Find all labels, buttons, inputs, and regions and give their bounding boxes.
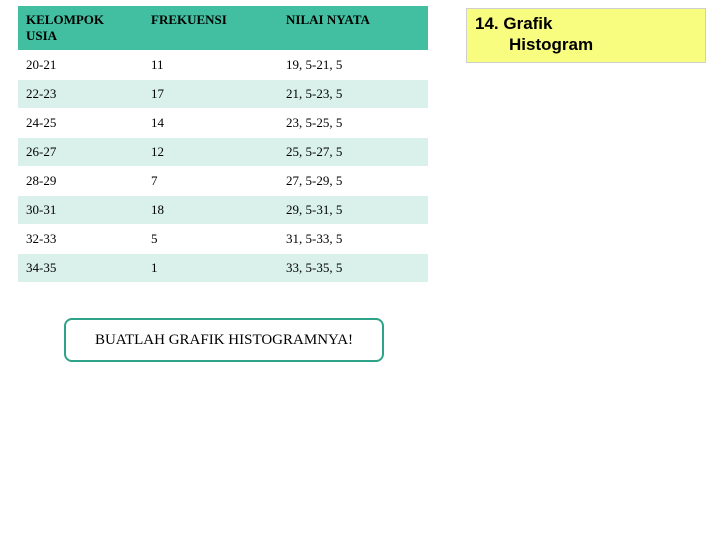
table-row: 24-251423, 5-25, 5 xyxy=(18,109,428,138)
col-header-nilai: NILAI NYATA xyxy=(278,6,428,51)
table-cell: 12 xyxy=(143,138,278,167)
table-cell: 5 xyxy=(143,225,278,254)
slide-title-line2: Histogram xyxy=(475,34,697,55)
table-cell: 17 xyxy=(143,80,278,109)
table-cell: 23, 5-25, 5 xyxy=(278,109,428,138)
table-cell: 22-23 xyxy=(18,80,143,109)
col-header-usia: KELOMPOK USIA xyxy=(18,6,143,51)
table-row: 32-33531, 5-33, 5 xyxy=(18,225,428,254)
table-cell: 11 xyxy=(143,51,278,80)
table-cell: 20-21 xyxy=(18,51,143,80)
table-row: 20-211119, 5-21, 5 xyxy=(18,51,428,80)
table-cell: 19, 5-21, 5 xyxy=(278,51,428,80)
table-cell: 27, 5-29, 5 xyxy=(278,167,428,196)
table-cell: 1 xyxy=(143,254,278,283)
table-row: 22-231721, 5-23, 5 xyxy=(18,80,428,109)
instruction-text: BUATLAH GRAFIK HISTOGRAMNYA! xyxy=(95,332,353,349)
table-cell: 26-27 xyxy=(18,138,143,167)
table-cell: 30-31 xyxy=(18,196,143,225)
table-cell: 28-29 xyxy=(18,167,143,196)
table-cell: 31, 5-33, 5 xyxy=(278,225,428,254)
slide-title-line1: 14. Grafik xyxy=(475,13,697,34)
table-row: 30-311829, 5-31, 5 xyxy=(18,196,428,225)
table-row: 34-35133, 5-35, 5 xyxy=(18,254,428,283)
table-cell: 33, 5-35, 5 xyxy=(278,254,428,283)
col-header-frekuensi: FREKUENSI xyxy=(143,6,278,51)
table-cell: 24-25 xyxy=(18,109,143,138)
table-row: 28-29727, 5-29, 5 xyxy=(18,167,428,196)
table-cell: 21, 5-23, 5 xyxy=(278,80,428,109)
table-cell: 7 xyxy=(143,167,278,196)
table-row: 26-271225, 5-27, 5 xyxy=(18,138,428,167)
frequency-table: KELOMPOK USIA FREKUENSI NILAI NYATA 20-2… xyxy=(18,6,428,283)
table-cell: 25, 5-27, 5 xyxy=(278,138,428,167)
slide-title: 14. Grafik Histogram xyxy=(466,8,706,63)
table-header-row: KELOMPOK USIA FREKUENSI NILAI NYATA xyxy=(18,6,428,51)
instruction-callout: BUATLAH GRAFIK HISTOGRAMNYA! xyxy=(64,318,384,362)
table-cell: 18 xyxy=(143,196,278,225)
table-cell: 29, 5-31, 5 xyxy=(278,196,428,225)
table-cell: 34-35 xyxy=(18,254,143,283)
table-cell: 32-33 xyxy=(18,225,143,254)
table-cell: 14 xyxy=(143,109,278,138)
